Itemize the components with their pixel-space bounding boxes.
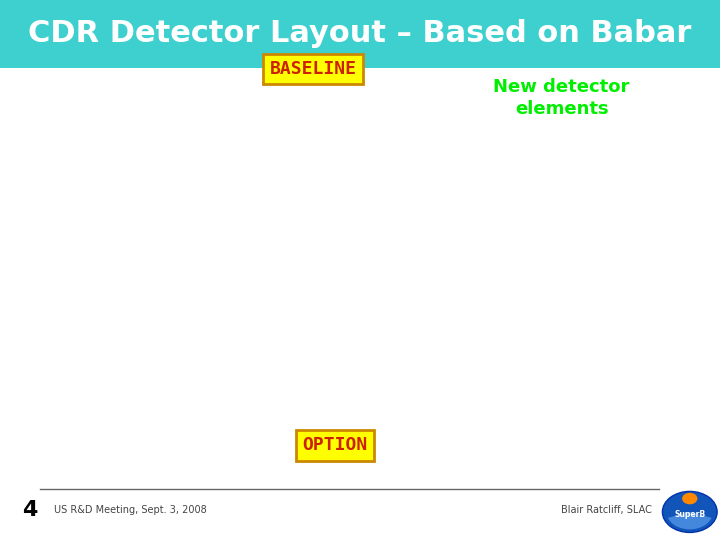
Text: US R&D Meeting, Sept. 3, 2008: US R&D Meeting, Sept. 3, 2008 <box>54 505 207 515</box>
Text: SuperB: SuperB <box>674 510 706 518</box>
Text: Blair Ratcliff, SLAC: Blair Ratcliff, SLAC <box>561 505 652 515</box>
Circle shape <box>682 493 698 504</box>
Wedge shape <box>668 512 711 529</box>
Text: CDR Detector Layout – Based on Babar: CDR Detector Layout – Based on Babar <box>28 19 692 48</box>
Text: 4: 4 <box>22 500 37 521</box>
Text: BASELINE: BASELINE <box>270 60 356 78</box>
FancyBboxPatch shape <box>0 0 720 68</box>
Text: New detector
elements: New detector elements <box>493 78 630 118</box>
Text: OPTION: OPTION <box>302 436 367 455</box>
Circle shape <box>662 491 717 532</box>
